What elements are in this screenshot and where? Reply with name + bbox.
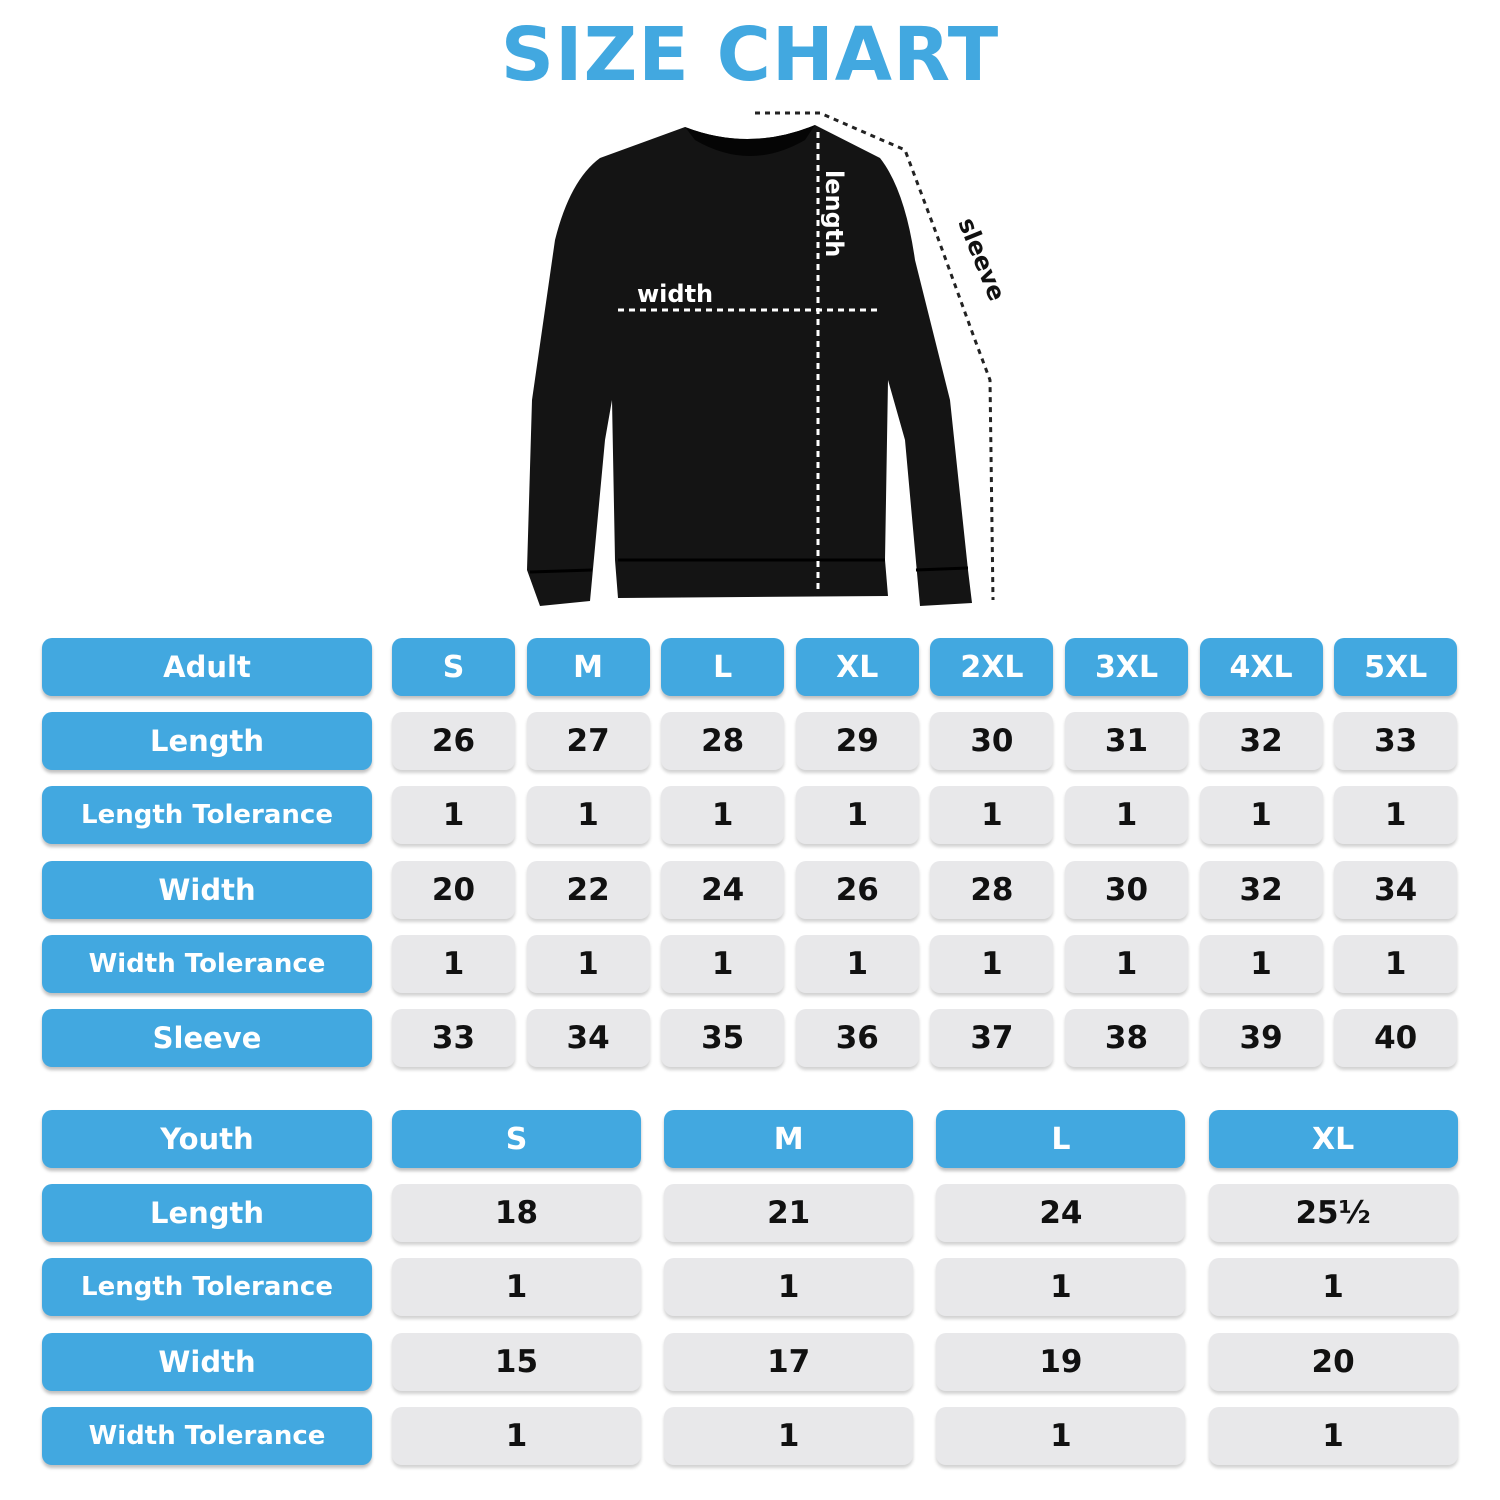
row-label: Adult — [42, 638, 372, 696]
table-cell: 15 — [392, 1332, 641, 1391]
sweater — [527, 125, 972, 606]
table-cell: 36 — [795, 1009, 919, 1067]
table-cell: 28 — [661, 712, 785, 771]
size-header: L — [936, 1110, 1186, 1168]
table-cell: 1 — [392, 1258, 641, 1317]
table-cell: 1 — [526, 934, 650, 993]
table-cell: 1 — [392, 934, 515, 993]
table-cell: 30 — [930, 712, 1054, 771]
table-cell: 1 — [1065, 934, 1188, 993]
size-header: M — [664, 1110, 914, 1168]
cuffs — [529, 558, 969, 574]
table-cell: 26 — [392, 712, 515, 771]
table-cell: 32 — [1199, 860, 1323, 919]
table-cell: 34 — [526, 1009, 650, 1067]
table-cell: 19 — [936, 1332, 1186, 1391]
table-cell: 39 — [1199, 1009, 1323, 1067]
size-header: 4XL — [1199, 638, 1323, 696]
table-cell: 38 — [1065, 1009, 1188, 1067]
table-cell: 24 — [661, 860, 785, 919]
size-header: S — [392, 1110, 641, 1168]
table-cell: 1 — [930, 934, 1054, 993]
table-cell: 32 — [1199, 712, 1323, 771]
row-label: Youth — [42, 1110, 372, 1168]
table-cell: 24 — [936, 1184, 1186, 1243]
row-label: Length Tolerance — [42, 786, 372, 845]
table-cell: 1 — [1199, 934, 1323, 993]
size-header: 2XL — [930, 638, 1054, 696]
table-cell: 1 — [664, 1258, 914, 1317]
table-cell: 25½ — [1208, 1184, 1458, 1243]
table-cell: 1 — [936, 1406, 1186, 1465]
table-cell: 28 — [930, 860, 1054, 919]
table-cell: 30 — [1065, 860, 1188, 919]
table-cell: 40 — [1334, 1009, 1458, 1067]
width-label: width — [637, 280, 713, 308]
size-header: 5XL — [1334, 638, 1458, 696]
length-label: length — [820, 170, 848, 257]
table-cell: 1 — [936, 1258, 1186, 1317]
size-header: M — [526, 638, 650, 696]
row-label: Length — [42, 1184, 372, 1243]
table-cell: 1 — [930, 786, 1054, 845]
size-header: S — [392, 638, 515, 696]
table-cell: 1 — [1199, 786, 1323, 845]
table-cell: 1 — [661, 934, 785, 993]
table-cell: 29 — [795, 712, 919, 771]
table-cell: 1 — [1334, 786, 1458, 845]
row-label: Width — [42, 860, 372, 919]
size-header: XL — [795, 638, 919, 696]
table-cell: 1 — [392, 1406, 641, 1465]
table-cell: 33 — [392, 1009, 515, 1067]
table-cell: 33 — [1334, 712, 1458, 771]
table-cell: 1 — [392, 786, 515, 845]
table-cell: 31 — [1065, 712, 1188, 771]
title: SIZE CHART — [500, 12, 1000, 98]
table-cell: 18 — [392, 1184, 641, 1243]
table-cell: 1 — [1208, 1406, 1458, 1465]
table-cell: 1 — [526, 786, 650, 845]
row-label: Length — [42, 712, 372, 771]
size-header: 3XL — [1065, 638, 1188, 696]
table-cell: 26 — [795, 860, 919, 919]
table-cell: 37 — [930, 1009, 1054, 1067]
table-cell: 20 — [1208, 1332, 1458, 1391]
row-label: Width — [42, 1332, 372, 1391]
row-label: Sleeve — [42, 1009, 372, 1067]
table-cell: 1 — [664, 1406, 914, 1465]
size-header: L — [661, 638, 785, 696]
row-label: Width Tolerance — [42, 934, 372, 993]
table-cell: 1 — [795, 786, 919, 845]
table-cell: 17 — [664, 1332, 914, 1391]
row-label: Width Tolerance — [42, 1406, 372, 1465]
table-cell: 1 — [795, 934, 919, 993]
sweater-diagram: width length sleeve — [527, 111, 1011, 606]
row-label: Length Tolerance — [42, 1258, 372, 1317]
table-cell: 1 — [1334, 934, 1458, 993]
table-cell: 22 — [526, 860, 650, 919]
size-header: XL — [1208, 1110, 1458, 1168]
table-cell: 1 — [1208, 1258, 1458, 1317]
table-cell: 21 — [664, 1184, 914, 1243]
table-cell: 20 — [392, 860, 515, 919]
table-cell: 1 — [1065, 786, 1188, 845]
table-cell: 1 — [661, 786, 785, 845]
sleeve-line — [755, 111, 995, 601]
collar — [685, 125, 815, 156]
table-cell: 27 — [526, 712, 650, 771]
sleeve-label: sleeve — [952, 214, 1011, 305]
table-cell: 34 — [1334, 860, 1458, 919]
table-cell: 35 — [661, 1009, 785, 1067]
